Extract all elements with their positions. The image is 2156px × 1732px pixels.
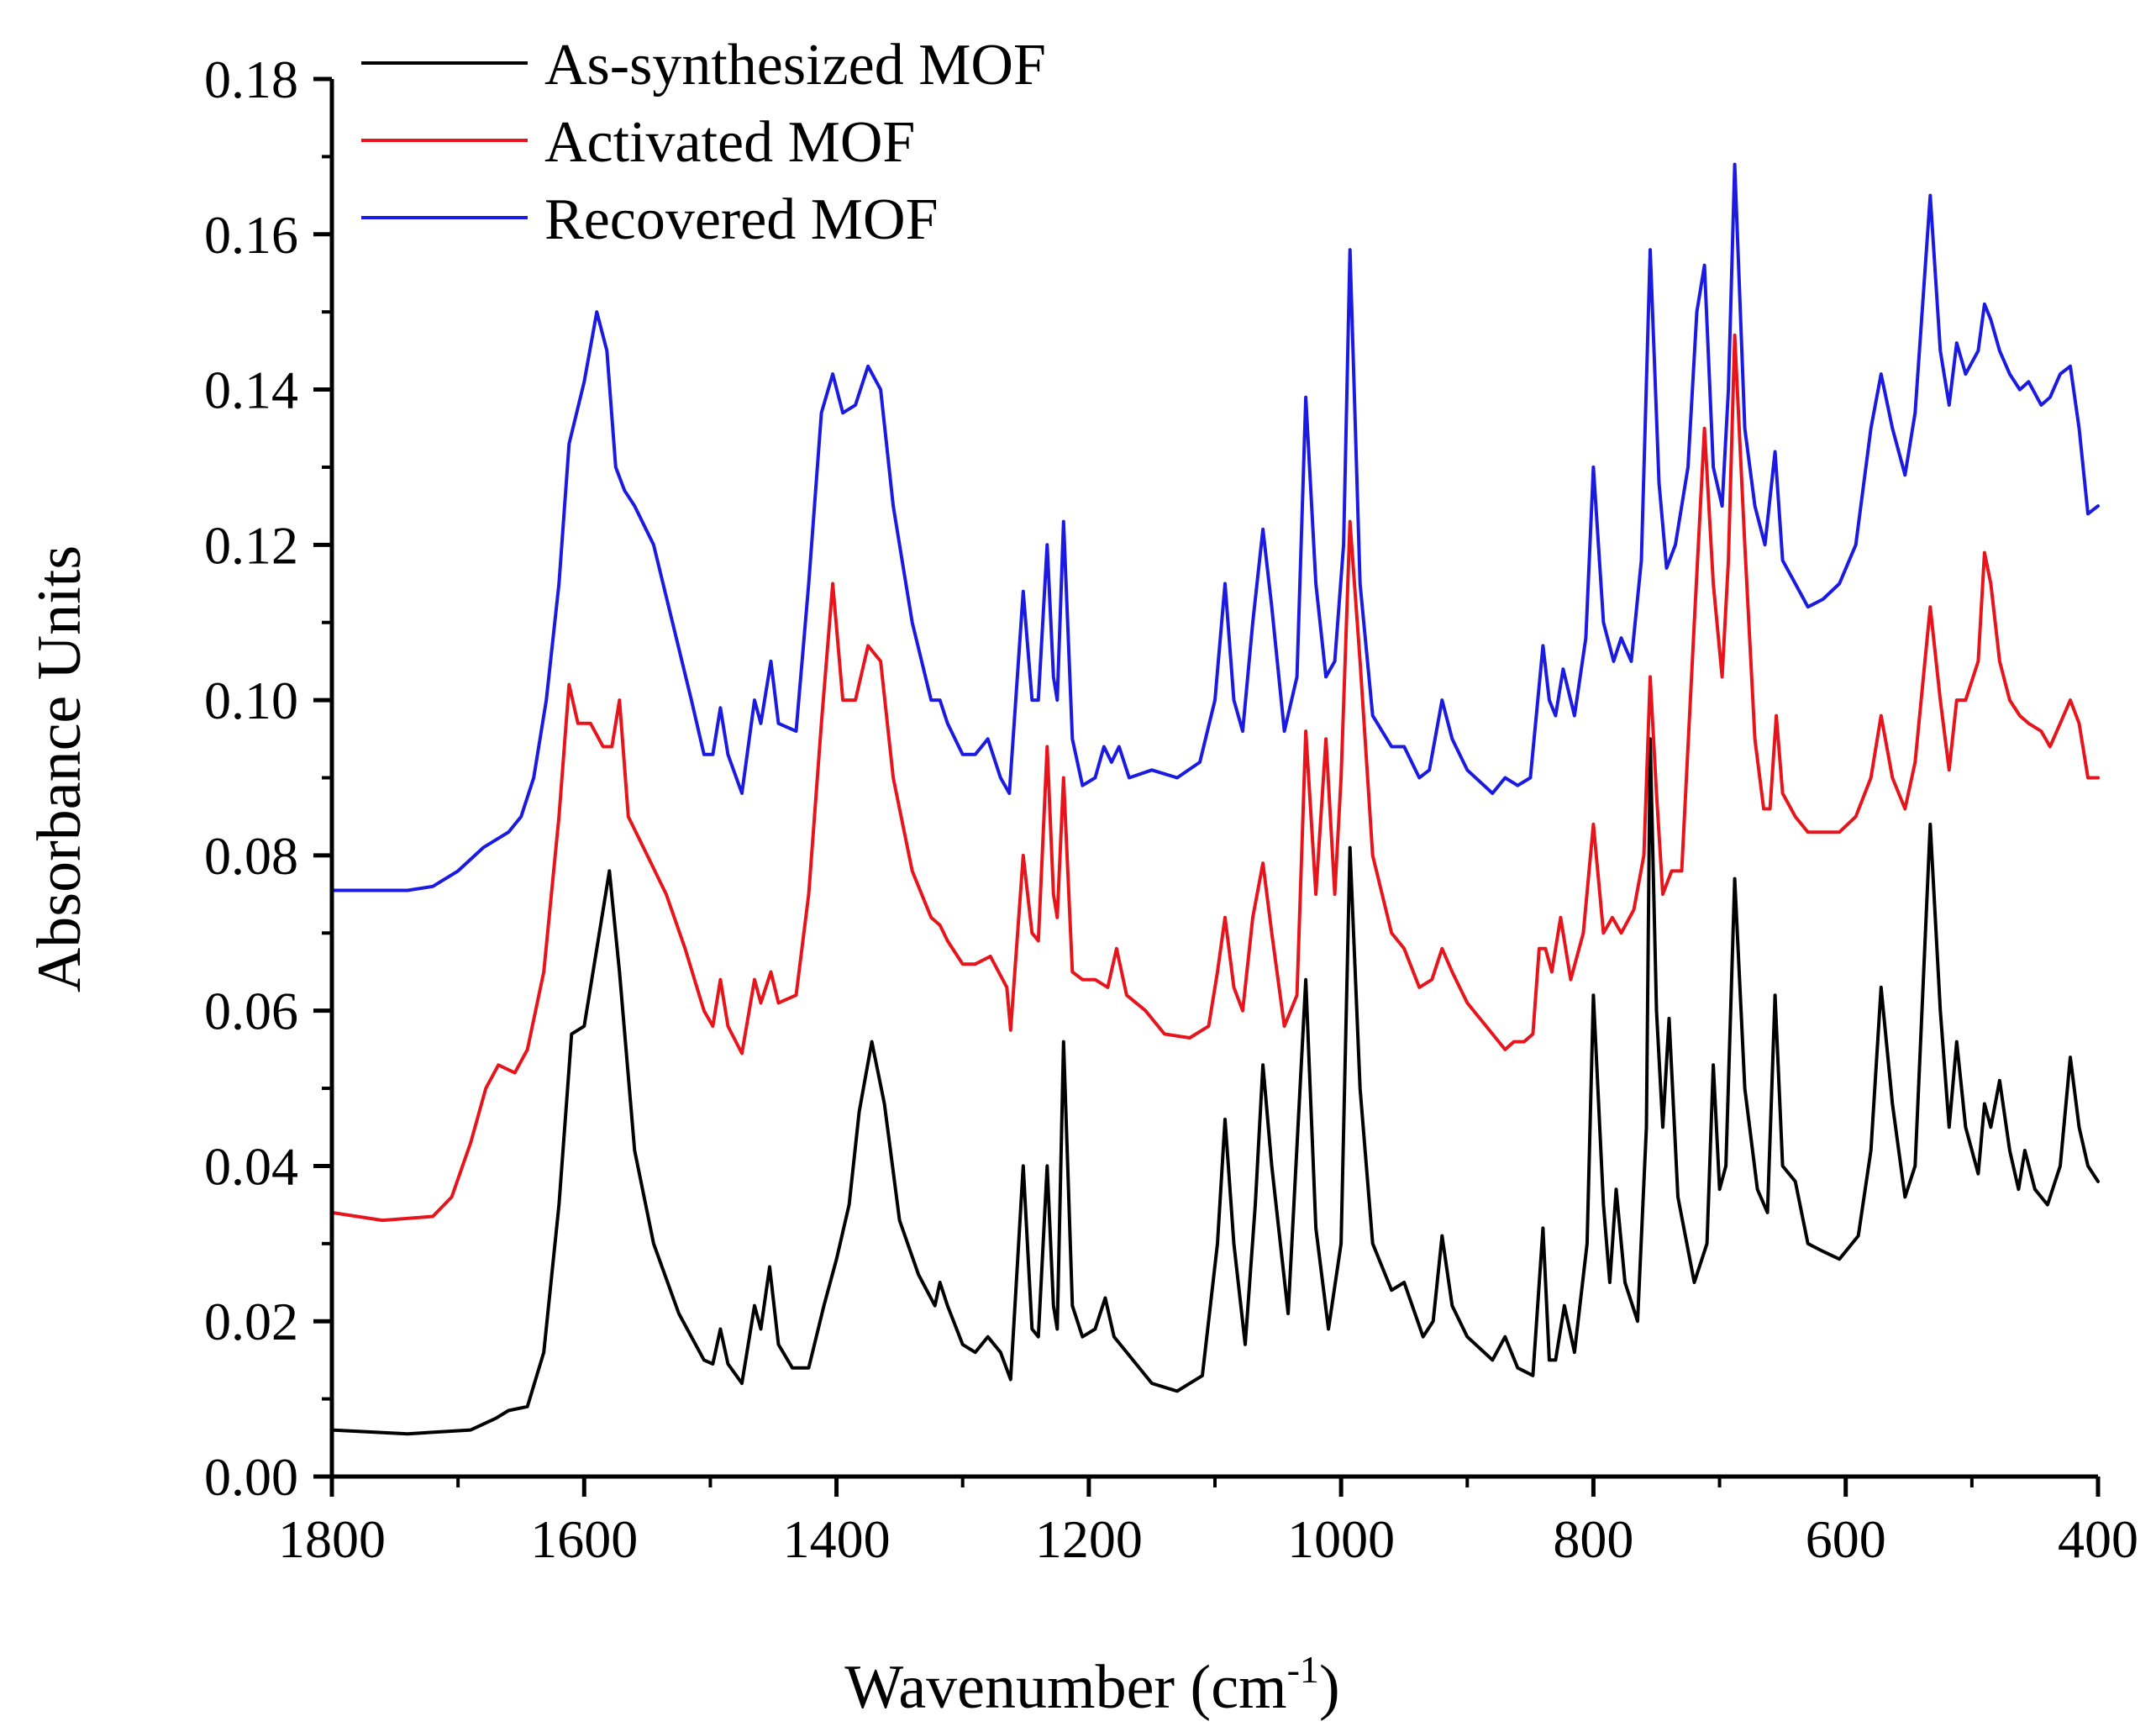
y-tick-label: 0.04: [204, 1136, 298, 1196]
series-layer: [330, 162, 2100, 1436]
y-tick-label: 0.00: [204, 1447, 298, 1507]
x-tick-label: 1400: [783, 1509, 891, 1569]
x-axis-title-close: ): [1319, 1653, 1340, 1722]
y-tick-label: 0.14: [204, 361, 298, 420]
x-axis-title-superscript: -1: [1287, 1648, 1319, 1691]
x-tick-label: 800: [1553, 1509, 1633, 1569]
y-tick-label: 0.16: [204, 205, 298, 265]
legend-label: As-synthesized MOF: [544, 33, 1046, 97]
legend-label: Recovered MOF: [544, 187, 939, 252]
axes-layer: 0.00 0.02 0.04 0.06 0.08 0.10 0.12 0.14 0.16 0.18…: [204, 50, 2138, 1569]
y-tick-label: 0.12: [204, 515, 298, 575]
y-axis-title: Absorbance Units: [25, 545, 94, 992]
x-tick-label: 1000: [1287, 1509, 1395, 1569]
series-line-2: [330, 333, 2100, 1223]
x-axis-title-main: Wavenumber (cm: [844, 1653, 1286, 1722]
series-line-1: [330, 737, 2100, 1436]
y-tick-label: 0.10: [204, 671, 298, 730]
y-tick-label: 0.18: [204, 50, 298, 109]
legend-label: Activated MOF: [544, 110, 915, 175]
x-tick-label: 1600: [530, 1509, 638, 1569]
x-tick-label: 1800: [278, 1509, 386, 1569]
y-tick-label: 0.02: [204, 1292, 298, 1351]
x-axis-title: Wavenumber (cm-1): [844, 1648, 1339, 1722]
x-tick-label: 400: [2058, 1509, 2138, 1569]
legend: As-synthesized MOF Activated MOF Recovered…: [361, 33, 1046, 252]
series-line-3: [330, 162, 2100, 892]
y-tick-label: 0.08: [204, 826, 298, 886]
x-tick-label: 600: [1806, 1509, 1886, 1569]
x-tick-label: 1200: [1035, 1509, 1143, 1569]
y-tick-label: 0.06: [204, 982, 298, 1041]
